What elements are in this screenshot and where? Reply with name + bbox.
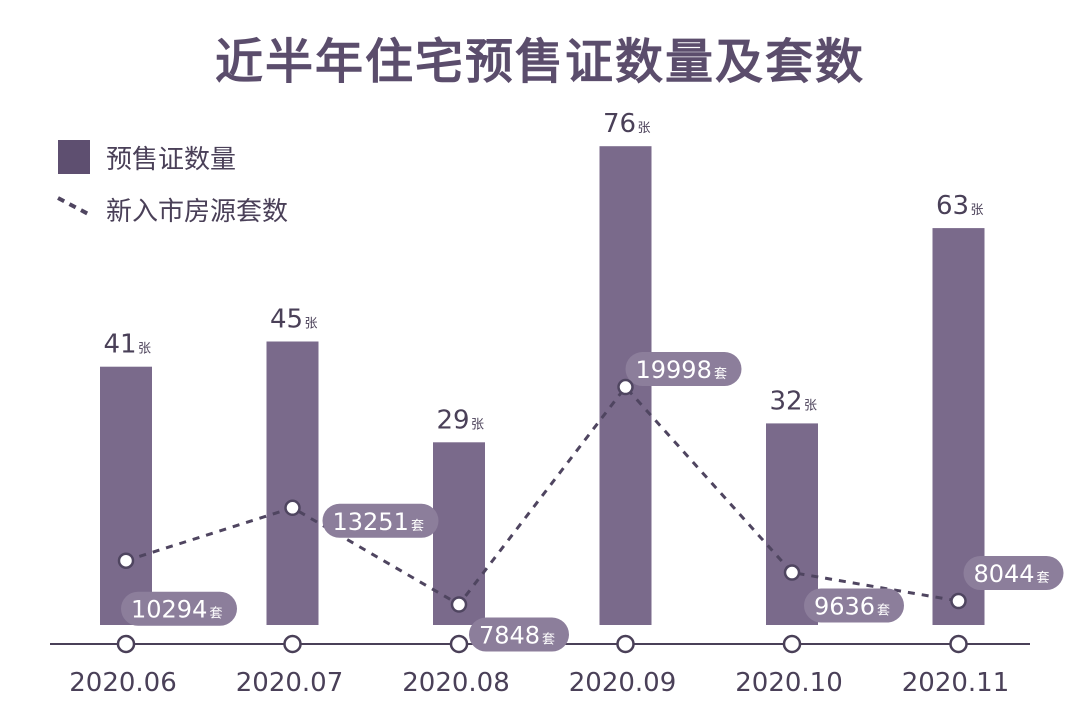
bar-value-label: 32 xyxy=(769,386,802,416)
bar-unit-label: 张 xyxy=(638,121,651,136)
series-unit-label: 套 xyxy=(411,518,424,534)
legend-line-swatch xyxy=(57,196,93,218)
bar-unit-label: 张 xyxy=(138,342,151,357)
x-axis-marker xyxy=(449,634,469,654)
bar xyxy=(433,442,485,625)
series-line-point xyxy=(617,378,634,396)
series-line-point xyxy=(450,596,468,613)
x-axis-marker xyxy=(949,634,968,654)
series-value-pill xyxy=(963,556,1064,591)
bar-value-label: 76 xyxy=(603,109,636,139)
series-value-label: 8044 xyxy=(974,560,1035,588)
bar-value-label: 63 xyxy=(936,191,969,221)
bar xyxy=(766,423,818,625)
x-tick-label: 2020.09 xyxy=(569,668,677,698)
bar xyxy=(100,366,152,625)
x-axis-marker xyxy=(116,634,136,654)
x-tick-label: 2020.08 xyxy=(402,668,510,698)
bar-value-label: 29 xyxy=(436,405,469,435)
bar-unit-label: 张 xyxy=(971,203,984,218)
x-axis-marker xyxy=(283,634,302,654)
bar xyxy=(266,341,319,625)
series-unit-label: 套 xyxy=(1037,570,1050,586)
series-value-pill xyxy=(625,352,742,387)
x-axis-marker xyxy=(782,634,802,654)
legend-bar-swatch xyxy=(58,140,90,174)
x-tick-label: 2020.10 xyxy=(735,668,843,698)
series-value-label: 13251 xyxy=(333,508,409,536)
x-axis-marker xyxy=(616,634,635,654)
series-unit-label: 套 xyxy=(210,606,223,622)
series-value-pill xyxy=(469,617,569,652)
series-unit-label: 套 xyxy=(542,632,555,648)
series-value-label: 9636 xyxy=(814,593,875,621)
x-tick-label: 2020.07 xyxy=(236,668,344,698)
legend-line-label: 新入市房源套数 xyxy=(106,197,288,227)
series-value-label: 19998 xyxy=(636,356,712,384)
series-value-label: 10294 xyxy=(131,596,207,624)
bar-value-label: 45 xyxy=(270,305,303,335)
series-value-pill xyxy=(804,588,904,623)
bar-unit-label: 张 xyxy=(305,317,318,332)
series-line-point xyxy=(284,499,301,517)
series-line-point xyxy=(783,564,801,581)
x-tick-label: 2020.11 xyxy=(902,668,1010,698)
series-line-point xyxy=(117,552,135,569)
bar-value-label: 41 xyxy=(103,330,136,360)
series-value-pill xyxy=(322,503,439,538)
series-line-point xyxy=(950,592,967,610)
bar-unit-label: 张 xyxy=(804,398,817,413)
series-value-pill xyxy=(121,591,237,626)
bar-unit-label: 张 xyxy=(471,417,484,432)
chart-title: 近半年住宅预售证数量及套数 xyxy=(214,34,865,90)
series-value-label: 7848 xyxy=(479,622,540,650)
legend-bar-label: 预售证数量 xyxy=(106,145,236,175)
x-tick-label: 2020.06 xyxy=(69,668,177,698)
series-unit-label: 套 xyxy=(714,366,727,382)
series-line-path xyxy=(125,384,959,607)
series-unit-label: 套 xyxy=(877,603,890,619)
